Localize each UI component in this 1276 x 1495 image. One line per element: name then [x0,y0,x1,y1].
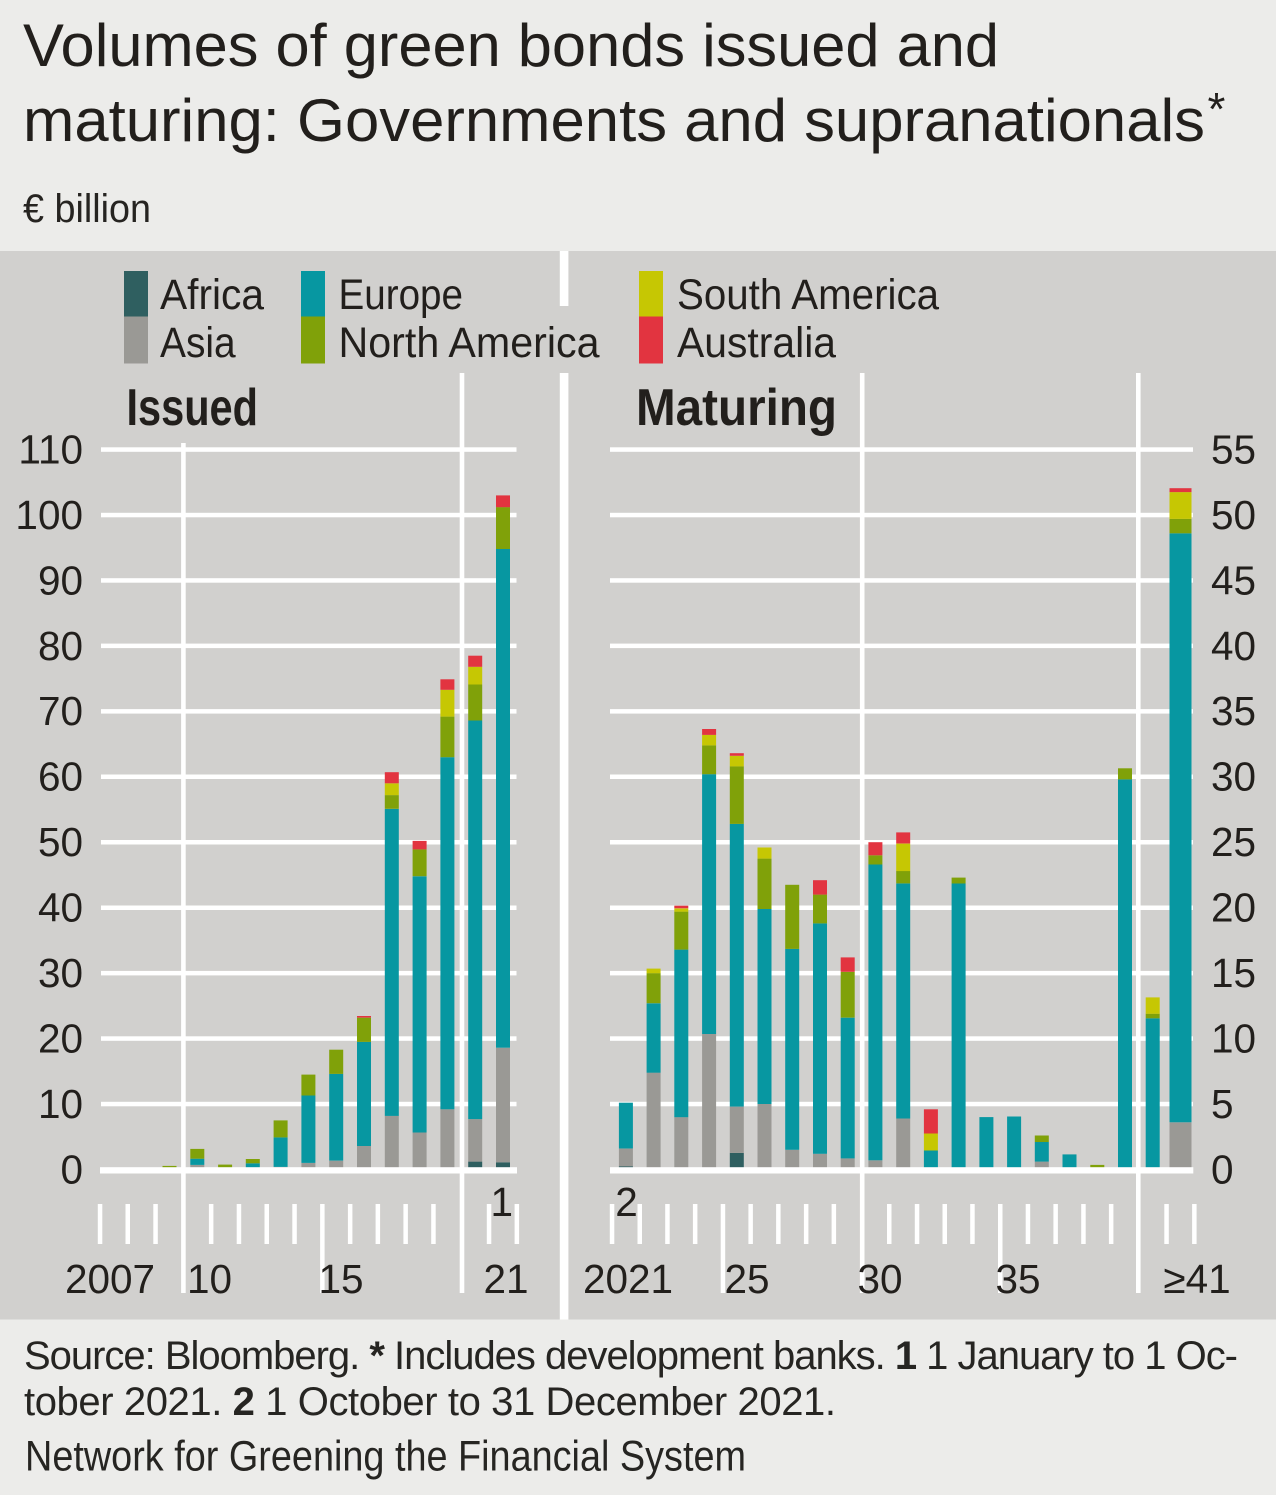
svg-text:2007: 2007 [65,1256,155,1302]
svg-text:30: 30 [38,950,83,996]
svg-text:40: 40 [1211,623,1256,669]
svg-text:Asia: Asia [160,319,236,367]
svg-text:10: 10 [38,1081,83,1127]
svg-text:Volumes of green bonds issued: Volumes of green bonds issued and [23,12,999,79]
svg-text:Australia: Australia [677,319,836,367]
svg-text:110: 110 [18,426,83,472]
svg-text:20: 20 [1211,885,1256,931]
svg-text:tober 2021. 2 1 October to 31: tober 2021. 2 1 October to 31 December 2… [24,1380,836,1424]
svg-text:1: 1 [491,1179,514,1225]
svg-text:25: 25 [1211,819,1256,865]
svg-text:80: 80 [38,623,83,669]
svg-text:Europe: Europe [339,271,464,319]
svg-text:Source: Bloomberg. * Includes: Source: Bloomberg. * Includes developmen… [24,1334,1238,1378]
svg-text:maturing: Governments and supr: maturing: Governments and supranationals [23,87,1205,154]
svg-text:21: 21 [483,1256,528,1302]
svg-text:€ billion: € billion [23,187,151,231]
svg-text:40: 40 [38,885,83,931]
svg-text:100: 100 [15,492,83,538]
svg-text:90: 90 [38,557,83,603]
svg-text:10: 10 [187,1256,232,1302]
svg-text:Maturing: Maturing [636,379,837,437]
svg-text:≥41: ≥41 [1163,1256,1230,1302]
svg-text:50: 50 [1211,492,1256,538]
svg-text:2021: 2021 [583,1256,673,1302]
svg-text:2: 2 [615,1179,638,1225]
svg-text:15: 15 [1211,950,1256,996]
svg-text:45: 45 [1211,557,1256,603]
svg-text:North America: North America [339,319,600,367]
svg-text:Network for Greening the Finan: Network for Greening the Financial Syste… [25,1433,746,1481]
svg-text:Africa: Africa [160,271,264,319]
svg-text:30: 30 [1211,754,1256,800]
svg-text:60: 60 [38,754,83,800]
svg-text:55: 55 [1211,426,1256,472]
svg-text:*: * [1208,83,1226,135]
svg-text:Issued: Issued [127,379,259,437]
svg-text:10: 10 [1211,1016,1256,1062]
svg-text:0: 0 [1211,1146,1234,1192]
svg-text:30: 30 [857,1256,902,1302]
svg-text:15: 15 [318,1256,363,1302]
svg-text:50: 50 [38,819,83,865]
svg-text:35: 35 [995,1256,1040,1302]
svg-text:70: 70 [38,688,83,734]
svg-text:20: 20 [38,1016,83,1062]
svg-text:35: 35 [1211,688,1256,734]
svg-text:5: 5 [1211,1081,1234,1127]
svg-text:0: 0 [60,1146,83,1192]
svg-text:South America: South America [677,271,939,319]
svg-text:25: 25 [724,1256,769,1302]
